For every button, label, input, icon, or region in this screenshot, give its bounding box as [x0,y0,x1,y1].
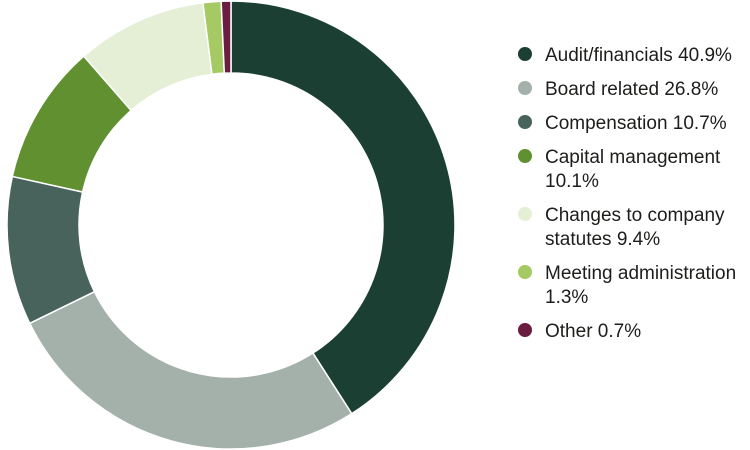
chart-legend: Audit/financials 40.9% Board related 26.8… [516,44,750,354]
legend-swatch-icon [518,81,532,95]
legend-item: Audit/financials 40.9% [516,44,745,68]
legend-item: Capital management 10.1% [516,146,745,194]
legend-swatch-icon [518,115,532,129]
legend-label: Compensation 10.7% [545,113,727,134]
legend-item: Compensation 10.7% [516,112,745,136]
legend-item: Changes to company statutes 9.4% [516,204,745,252]
legend-swatch-icon [518,207,532,221]
legend-label: Board related 26.8% [545,79,719,100]
legend-swatch-icon [518,149,532,163]
donut-slice-board-related [28,290,353,450]
legend-swatch-icon [518,323,532,337]
legend-swatch-icon [518,265,532,279]
legend-label: Audit/financials 40.9% [545,45,732,66]
donut-chart [6,0,456,450]
legend-item: Other 0.7% [516,320,745,344]
legend-swatch-icon [518,47,532,61]
legend-label: Capital management 10.1% [545,147,721,192]
legend-label: Changes to company statutes 9.4% [545,205,725,250]
donut-slice-other [220,0,232,74]
legend-item: Board related 26.8% [516,78,745,102]
legend-label: Other 0.7% [545,321,642,342]
donut-slice-audit-financials [230,0,456,415]
legend-item: Meeting administration 1.3% [516,262,745,310]
legend-label: Meeting administration 1.3% [545,263,737,308]
